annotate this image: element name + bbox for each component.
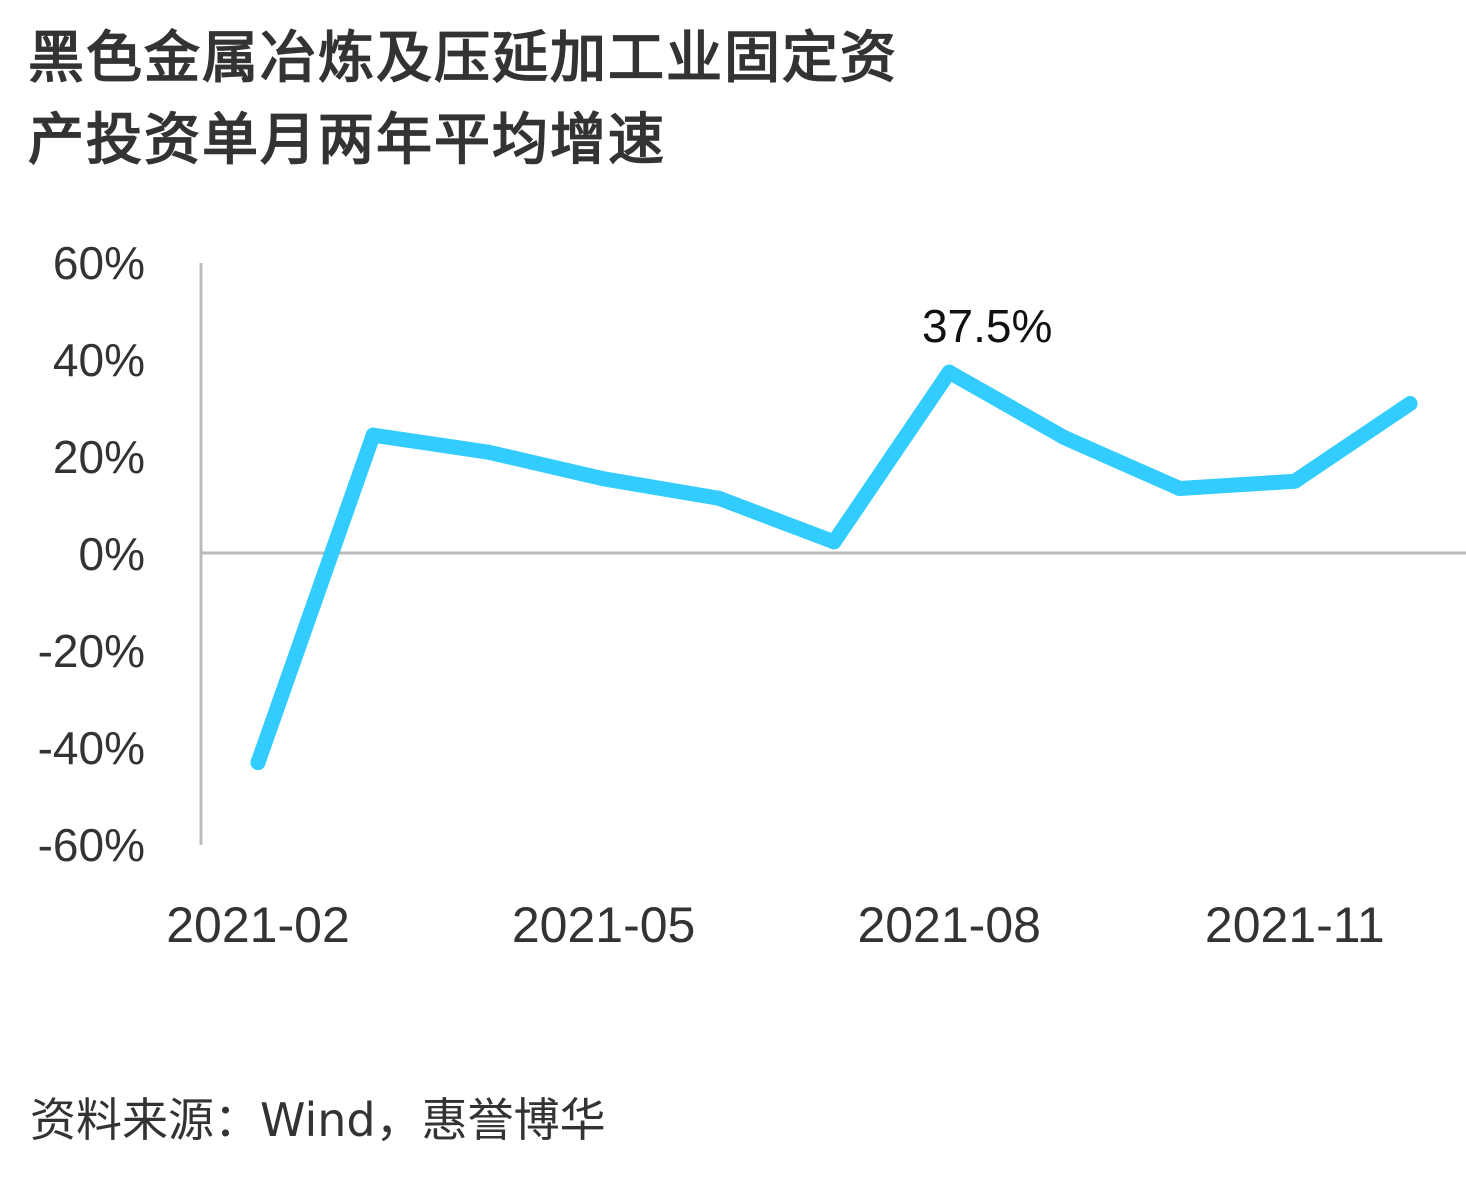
chart-title-line-2: 产投资单月两年平均增速: [28, 108, 666, 173]
data-point: [365, 427, 381, 443]
x-tick-labels: 2021-02 2021-05 2021-08 2021-11: [166, 897, 1384, 953]
data-point: [596, 471, 612, 487]
data-point: [480, 444, 496, 460]
data-point: [711, 490, 727, 506]
y-tick-labels: 60% 40% 20% 0% -20% -40% -60%: [38, 237, 145, 871]
source-note: 资料来源：Wind，惠誉博华: [30, 1093, 606, 1147]
data-point: [826, 534, 842, 550]
y-tick-label: 0%: [79, 528, 145, 580]
data-label-peak: 37.5%: [922, 300, 1052, 352]
y-tick-label: -60%: [38, 819, 145, 871]
y-tick-label: 20%: [53, 431, 145, 483]
data-points: [250, 364, 1418, 771]
data-point: [941, 364, 957, 380]
x-tick-label: 2021-11: [1205, 897, 1385, 953]
data-point: [250, 755, 266, 771]
y-tick-label: -40%: [38, 722, 145, 774]
chart-title: 黑色金属冶炼及压延加工业固定资 产投资单月两年平均增速: [28, 18, 1128, 182]
y-tick-label: 40%: [53, 334, 145, 386]
data-point: [1287, 473, 1303, 489]
x-tick-label: 2021-05: [512, 897, 696, 953]
data-point: [1172, 481, 1188, 497]
chart-title-line-1: 黑色金属冶炼及压延加工业固定资: [28, 26, 898, 91]
series-line: [250, 364, 1418, 771]
x-tick-label: 2021-08: [857, 897, 1041, 953]
data-point: [1056, 430, 1072, 446]
x-tick-label: 2021-02: [166, 897, 350, 953]
y-tick-label: 60%: [53, 237, 145, 289]
data-point: [1402, 396, 1418, 412]
y-tick-label: -20%: [38, 625, 145, 677]
